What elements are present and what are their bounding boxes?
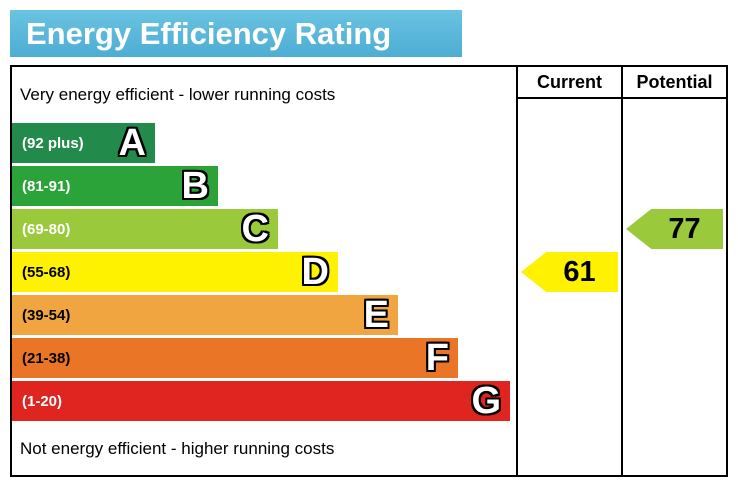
band-list: (92 plus) A (81-91) B (69-80) C (55-68) D (39-54… [12,123,510,424]
current-arrow: 61 [521,252,618,292]
band-letter: G [471,380,501,422]
band-bar-g: (1-20) G [12,381,510,421]
page-title: Energy Efficiency Rating [10,10,462,57]
band-bar-c: (69-80) C [12,209,278,249]
band-row-c: (69-80) C [12,209,510,249]
current-column: Current 61 [516,67,621,475]
bottom-caption: Not energy efficient - higher running co… [20,439,335,458]
band-bar-a: (92 plus) A [12,123,155,163]
band-bar-b: (81-91) B [12,166,218,206]
band-bar-d: (55-68) D [12,252,338,292]
band-row-g: (1-20) G [12,381,510,421]
potential-value: 77 [668,212,701,245]
band-range-label: (81-91) [22,177,71,195]
potential-column: Potential 77 [621,67,726,475]
band-letter: E [363,294,389,336]
band-row-b: (81-91) B [12,166,510,206]
band-range-label: (55-68) [22,263,71,281]
band-range-label: (69-80) [22,220,71,238]
potential-header: Potential [623,67,726,99]
band-row-d: (55-68) D [12,252,510,292]
bands-area: Very energy efficient - lower running co… [12,67,516,475]
energy-efficiency-chart: Very energy efficient - lower running co… [10,65,728,477]
band-row-a: (92 plus) A [12,123,510,163]
band-letter: B [181,165,209,207]
band-range-label: (92 plus) [22,134,84,152]
current-value: 61 [563,255,596,288]
band-bar-e: (39-54) E [12,295,398,335]
band-letter: D [301,251,329,293]
band-range-label: (21-38) [22,349,71,367]
band-range-label: (39-54) [22,306,71,324]
band-bar-f: (21-38) F [12,338,458,378]
band-letter: A [118,122,146,164]
band-range-label: (1-20) [22,392,63,410]
band-row-e: (39-54) E [12,295,510,335]
band-letter: C [241,208,269,250]
top-caption: Very energy efficient - lower running co… [20,85,336,104]
band-letter: F [425,337,449,379]
potential-arrow: 77 [626,209,723,249]
current-header: Current [518,67,621,99]
band-row-f: (21-38) F [12,338,510,378]
